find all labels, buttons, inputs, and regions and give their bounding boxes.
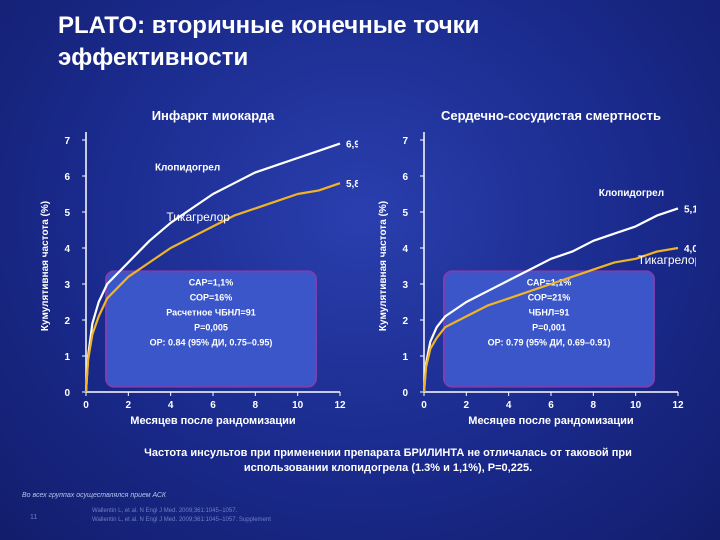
reference-2: Wallentin L, et al. N Engl J Med. 2009;3… <box>92 517 271 523</box>
clopidogrel-line <box>84 142 341 393</box>
stats-line: ОР: 0.79 (95% ДИ, 0.69–0.91) <box>488 337 611 347</box>
x-tick-label: 12 <box>334 400 346 411</box>
stats-line: P=0,005 <box>194 322 228 332</box>
ticagrelor-line <box>422 246 679 393</box>
y-tick-label: 7 <box>64 136 70 147</box>
chart-title: Инфаркт миокарда <box>152 108 275 123</box>
chart-title: Сердечно-сосудистая смертность <box>441 108 661 123</box>
x-tick-label: 8 <box>253 400 259 411</box>
x-axis-label: Месяцев после рандомизации <box>468 415 633 427</box>
y-tick-label: 5 <box>64 208 70 219</box>
asa-footnote: Во всех группах осуществлялся прием АСК <box>22 492 167 499</box>
stats-line: САР=1,1% <box>527 277 572 287</box>
x-tick-label: 6 <box>210 400 216 411</box>
y-tick-label: 3 <box>402 280 408 291</box>
stats-line: СОР=21% <box>528 292 571 302</box>
reference-1: Wallentin L, et al. N Engl J Med. 2009;3… <box>92 508 238 514</box>
x-tick-label: 12 <box>672 400 684 411</box>
x-tick-label: 8 <box>591 400 597 411</box>
y-tick-label: 4 <box>402 244 408 255</box>
stroke-note: Частота инсультов при применении препара… <box>108 446 668 476</box>
ticagrelor-label: Тикагрелор <box>638 253 696 267</box>
stroke-note-line-2: использовании клопидогрела (1.3% и 1,1%)… <box>243 462 533 474</box>
chart-myocardial-infarction: Инфаркт миокарда 0 1 2 3 4 5 6 7 0 2 4 6 8 10 12 Месяцев… <box>28 100 360 445</box>
x-tick-label: 2 <box>464 400 470 411</box>
title-line-1: PLATO: вторичные конечные точки <box>58 12 480 39</box>
stats-line: ЧБНЛ=91 <box>529 307 570 317</box>
x-tick-label: 0 <box>83 400 89 411</box>
y-tick-label: 0 <box>402 388 408 399</box>
ticagrelor-label: Тикагрелор <box>166 210 230 224</box>
y-tick-label: 0 <box>64 388 70 399</box>
y-tick-label: 5 <box>402 208 408 219</box>
stats-line: Расчетное ЧБНЛ=91 <box>166 307 256 317</box>
clopidogrel-line <box>422 207 679 393</box>
y-tick-label: 2 <box>64 316 70 327</box>
y-axis-label: Кумулятивная частота (%) <box>378 201 389 331</box>
stroke-note-line-1: Частота инсультов при применении препара… <box>144 447 632 459</box>
x-axis-label: Месяцев после рандомизации <box>130 415 295 427</box>
x-tick-label: 10 <box>630 400 642 411</box>
x-tick-label: 6 <box>548 400 554 411</box>
y-tick-label: 1 <box>64 352 70 363</box>
end-value-label: 6,9 <box>346 140 358 151</box>
y-tick-label: 6 <box>402 172 408 183</box>
references: Wallentin L, et al. N Engl J Med. 2009;3… <box>92 507 271 525</box>
title-line-2: эффективности <box>58 44 249 71</box>
x-tick-label: 10 <box>292 400 304 411</box>
stats-line: ОР: 0.84 (95% ДИ, 0.75–0.95) <box>150 337 273 347</box>
y-tick-label: 7 <box>402 136 408 147</box>
end-value-label: 4,0 <box>684 244 696 255</box>
stats-line: P=0,001 <box>532 322 566 332</box>
y-tick-label: 4 <box>64 244 70 255</box>
y-tick-label: 3 <box>64 280 70 291</box>
x-tick-label: 2 <box>126 400 132 411</box>
page-number: 11 <box>30 514 38 521</box>
end-value-label: 5,1 <box>684 204 696 215</box>
clopidogrel-label: Клопидогрел <box>155 163 220 174</box>
slide-title: PLATO: вторичные конечные точки эффектив… <box>58 10 678 74</box>
y-tick-label: 2 <box>402 316 408 327</box>
clopidogrel-label: Клопидогрел <box>599 188 664 199</box>
x-tick-label: 0 <box>421 400 427 411</box>
y-tick-label: 1 <box>402 352 408 363</box>
stats-line: СОР=16% <box>190 292 233 302</box>
chart-cv-mortality: Сердечно-сосудистая смертность 0 1 2 3 4 5 6 7 0 2… <box>366 100 702 445</box>
end-value-label: 5,8 <box>346 179 358 190</box>
y-axis-label: Кумулятивная частота (%) <box>40 201 51 331</box>
y-tick-label: 6 <box>64 172 70 183</box>
x-tick-label: 4 <box>506 400 512 411</box>
stats-line: САР=1,1% <box>189 277 234 287</box>
stats-box <box>105 270 317 388</box>
x-tick-label: 4 <box>168 400 174 411</box>
ticagrelor-line <box>84 182 341 393</box>
